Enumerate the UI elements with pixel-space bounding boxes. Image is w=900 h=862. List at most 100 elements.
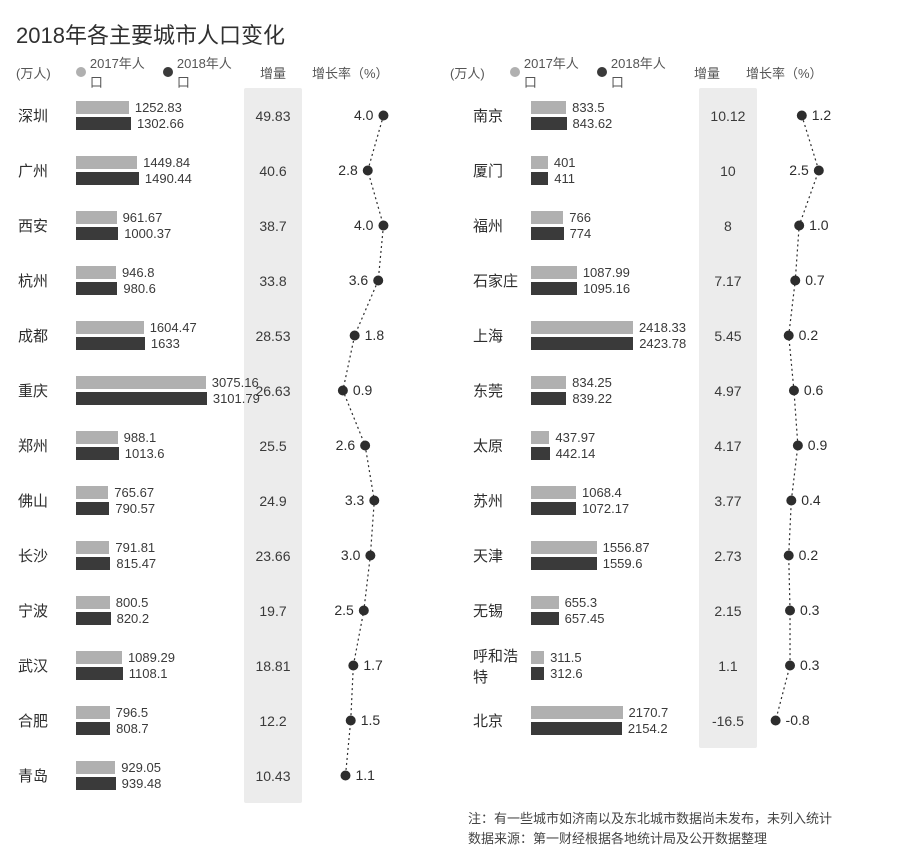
bar-2017: 311.5	[531, 651, 582, 664]
bar-2018: 1559.6	[531, 557, 643, 570]
bar-2017: 765.67	[76, 486, 154, 499]
bar-2018: 808.7	[76, 722, 149, 735]
chart-body: 深圳广州西安杭州成都重庆郑州佛山长沙宁波武汉合肥青岛 1252.831302.6…	[16, 88, 884, 803]
value-2017: 961.67	[123, 210, 163, 225]
increase-value: 12.2	[244, 693, 302, 748]
rate-line-chart	[757, 88, 861, 748]
bar-pair: 2170.72154.2	[531, 693, 699, 748]
legend-2018-r: 2018年人口	[611, 53, 678, 91]
city-name: 苏州	[471, 473, 531, 528]
bar-pair: 655.3657.45	[531, 583, 699, 638]
increase-value: 23.66	[244, 528, 302, 583]
bar-2017: 401	[531, 156, 576, 169]
bar-pair: 766774	[531, 198, 699, 253]
bar-pair: 796.5808.7	[76, 693, 244, 748]
bar-pair: 791.81815.47	[76, 528, 244, 583]
footnote-line1: 注：有一些城市如济南以及东北城市数据尚未发布，未列入统计	[468, 809, 884, 829]
increase-value: 40.6	[244, 143, 302, 198]
value-2018: 1490.44	[145, 171, 192, 186]
increase-value: 10	[699, 143, 757, 198]
bar-pair: 401411	[531, 143, 699, 198]
bar-2018: 843.62	[531, 117, 612, 130]
value-2018: 820.2	[117, 611, 150, 626]
value-2018: 815.47	[116, 556, 156, 571]
city-name: 天津	[471, 528, 531, 583]
value-2018: 2154.2	[628, 721, 668, 736]
increase-value: 5.45	[699, 308, 757, 363]
bar-2017: 2170.7	[531, 706, 668, 719]
city-name: 长沙	[16, 528, 76, 583]
bar-2017: 946.8	[76, 266, 154, 279]
city-name: 厦门	[471, 143, 531, 198]
bar-pair: 961.671000.37	[76, 198, 244, 253]
bar-2017: 2418.33	[531, 321, 686, 334]
rate-dot-icon	[771, 716, 781, 726]
rate-dot-icon	[794, 221, 804, 231]
header-increase: 增量	[260, 63, 286, 82]
bar-2018: 1108.1	[76, 667, 168, 680]
bar-2017: 1068.4	[531, 486, 622, 499]
rate-dot-icon	[369, 496, 379, 506]
bar-pair: 3075.163101.79	[76, 363, 244, 418]
value-2017: 765.67	[114, 485, 154, 500]
city-name: 杭州	[16, 253, 76, 308]
value-2018: 657.45	[565, 611, 605, 626]
legend-dot-2018-r	[597, 67, 607, 77]
header-increase-r: 增量	[694, 63, 720, 82]
bar-2017: 3075.16	[76, 376, 259, 389]
value-2018: 774	[570, 226, 592, 241]
increase-value: 49.83	[244, 88, 302, 143]
legend-dot-2017-r	[510, 67, 520, 77]
rate-dot-icon	[360, 441, 370, 451]
bar-pair: 1252.831302.66	[76, 88, 244, 143]
rate-dot-icon	[785, 606, 795, 616]
bar-2017: 988.1	[76, 431, 156, 444]
city-name: 宁波	[16, 583, 76, 638]
value-2018: 1000.37	[124, 226, 171, 241]
bar-pair: 765.67790.57	[76, 473, 244, 528]
bar-pair: 1556.87 1559.6	[531, 528, 699, 583]
city-name: 重庆	[16, 363, 76, 418]
bar-pair: 1449.841490.44	[76, 143, 244, 198]
value-2018: 1559.6	[603, 556, 643, 571]
rate-dot-icon	[784, 551, 794, 561]
city-name: 福州	[471, 198, 531, 253]
value-2017: 401	[554, 155, 576, 170]
bar-pair: 1089.291108.1	[76, 638, 244, 693]
bar-pair: 833.5 843.62	[531, 88, 699, 143]
rate-dot-icon	[346, 716, 356, 726]
city-name: 石家庄	[471, 253, 531, 308]
bar-pair: 800.5 820.2	[76, 583, 244, 638]
bar-pair: 1068.4 1072.17	[531, 473, 699, 528]
increase-value: 7.17	[699, 253, 757, 308]
bar-2018: 411	[531, 172, 575, 185]
increase-value: 19.7	[244, 583, 302, 638]
bar-2017: 800.5	[76, 596, 148, 609]
value-2018: 1072.17	[582, 501, 629, 516]
bar-pair: 929.05939.48	[76, 748, 244, 803]
bar-pair: 988.11013.6	[76, 418, 244, 473]
value-2017: 766	[569, 210, 591, 225]
header-rate-r: 增长率（%）	[746, 63, 823, 82]
increase-value: 33.8	[244, 253, 302, 308]
bar-2018: 1000.37	[76, 227, 171, 240]
increase-value: 24.9	[244, 473, 302, 528]
rate-dot-icon	[365, 551, 375, 561]
city-name: 呼和浩特	[471, 638, 531, 693]
legend-2017: 2017年人口	[90, 53, 157, 91]
legend-dot-2018	[163, 67, 173, 77]
bar-2018: 442.14	[531, 447, 595, 460]
bar-2017: 833.5	[531, 101, 605, 114]
bar-2017: 1556.87	[531, 541, 650, 554]
value-2018: 980.6	[123, 281, 156, 296]
value-2017: 2170.7	[629, 705, 669, 720]
value-2017: 437.97	[555, 430, 595, 445]
value-2018: 790.57	[115, 501, 155, 516]
bar-2018: 939.48	[76, 777, 161, 790]
value-2017: 1449.84	[143, 155, 190, 170]
bar-pair: 946.8 980.6	[76, 253, 244, 308]
bar-2017: 1087.99	[531, 266, 630, 279]
bar-2018: 3101.79	[76, 392, 260, 405]
value-2018: 1302.66	[137, 116, 184, 131]
bar-pair: 834.25839.22	[531, 363, 699, 418]
